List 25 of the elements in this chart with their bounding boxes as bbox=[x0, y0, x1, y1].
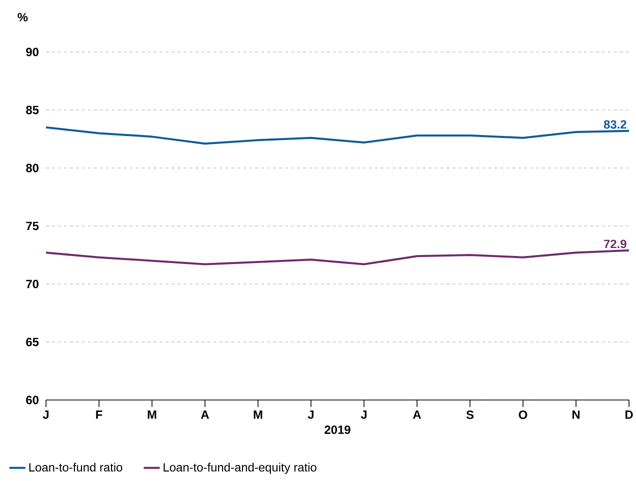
annotation: 72.9 bbox=[604, 240, 626, 248]
x-tick-label: O bbox=[518, 410, 528, 419]
y-tick-label: 85 bbox=[26, 106, 39, 114]
y-tick-label: 75 bbox=[26, 222, 39, 230]
y-tick-label: 90 bbox=[26, 48, 38, 56]
y-tick-label: 80 bbox=[26, 164, 38, 172]
y-tick-label: 60 bbox=[26, 396, 38, 404]
y-tick-label: 70 bbox=[26, 280, 38, 288]
legend-label: Loan-to-fund-and-equity ratio bbox=[164, 462, 316, 474]
x-tick-label: N bbox=[572, 410, 580, 419]
x-tick-label: A bbox=[200, 410, 209, 419]
x-tick-label: J bbox=[42, 410, 49, 419]
x-tick-label: F bbox=[96, 410, 102, 419]
x-tick-label: J bbox=[308, 410, 314, 419]
x-tick-label: M bbox=[148, 410, 156, 419]
x-tick-label: J bbox=[360, 410, 367, 419]
annotation: 83.2 bbox=[604, 120, 626, 129]
y-tick-label: 65 bbox=[26, 338, 39, 346]
x-tick-label: A bbox=[412, 410, 421, 419]
x-axis-title: 2019 bbox=[324, 426, 350, 434]
legend-label: Loan-to-fund ratio bbox=[29, 462, 122, 472]
y-axis-title: % bbox=[18, 13, 28, 22]
x-tick-label: M bbox=[254, 410, 262, 419]
x-tick-label: S bbox=[466, 410, 474, 419]
x-tick-label: D bbox=[625, 410, 633, 419]
